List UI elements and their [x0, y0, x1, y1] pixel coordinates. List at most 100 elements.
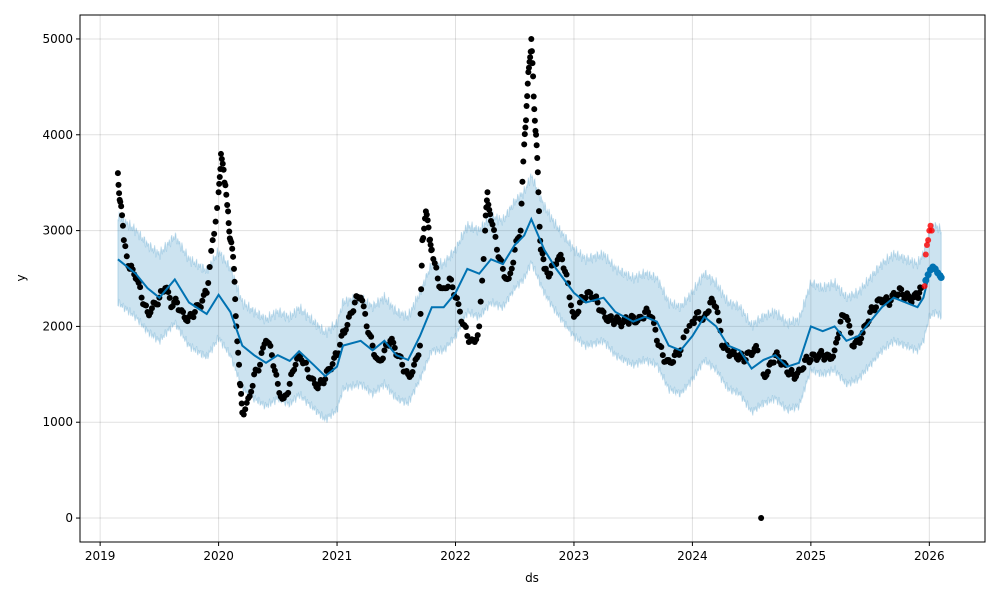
observed-point: [915, 295, 922, 302]
observed-point: [539, 250, 546, 257]
observed-point: [487, 211, 494, 218]
observed-point: [229, 245, 236, 252]
observed-point: [540, 256, 547, 263]
observed-point: [847, 329, 854, 336]
observed-point: [652, 326, 659, 333]
observed-point: [219, 160, 226, 167]
observed-point: [528, 48, 535, 55]
observed-point: [485, 201, 492, 208]
y-axis-ticks: 0 1000 2000 3000 4000 5000: [42, 32, 80, 525]
observed-point: [215, 189, 222, 196]
observed-point: [831, 347, 838, 354]
observed-point: [448, 276, 455, 283]
observed-point: [143, 302, 150, 309]
observed-point: [274, 380, 281, 387]
observed-point: [166, 294, 173, 301]
observed-point: [137, 284, 144, 291]
observed-point: [360, 303, 367, 310]
observed-point: [427, 236, 434, 243]
observed-point: [453, 295, 460, 302]
observed-point: [844, 317, 851, 324]
observed-point: [499, 265, 506, 272]
observed-point: [895, 291, 902, 298]
observed-point: [533, 142, 540, 149]
observed-point: [536, 223, 543, 230]
observed-point: [209, 237, 216, 244]
observed-point: [415, 352, 422, 359]
observed-point: [203, 289, 210, 296]
observed-point: [238, 400, 245, 407]
observed-point: [420, 234, 427, 241]
observed-point: [228, 239, 235, 246]
observed-point: [379, 355, 386, 362]
plot-frame: [79, 14, 986, 543]
observed-point: [735, 356, 742, 363]
observed-point: [174, 299, 181, 306]
observed-point: [530, 93, 537, 100]
test-point: [925, 237, 932, 244]
observed-point: [350, 308, 357, 315]
test-point: [922, 251, 929, 258]
observed-point: [258, 349, 265, 356]
x-tick-label: 2024: [677, 549, 708, 563]
observed-point: [594, 299, 601, 306]
x-tick-label: 2022: [440, 549, 471, 563]
observed-point: [138, 294, 145, 301]
observed-point: [525, 69, 532, 76]
observed-point: [214, 205, 221, 212]
observed-point: [224, 201, 231, 208]
observed-point: [240, 411, 247, 418]
observed-point: [235, 349, 242, 356]
observed-point: [456, 308, 463, 315]
observed-point: [455, 301, 462, 308]
observed-point: [593, 293, 600, 300]
forecast-points: [922, 263, 945, 284]
observed-point: [423, 211, 430, 218]
observed-point: [557, 251, 564, 258]
observed-point: [368, 333, 375, 340]
observed-point: [225, 220, 232, 227]
observed-point: [302, 359, 309, 366]
test-point: [923, 241, 930, 248]
observed-point: [690, 320, 697, 327]
observed-point: [243, 399, 250, 406]
observed-point: [220, 166, 227, 173]
observed-point: [883, 294, 890, 301]
observed-point: [117, 198, 124, 205]
observed-point: [267, 342, 274, 349]
observed-point: [322, 376, 329, 383]
x-tick-label: 2023: [559, 549, 590, 563]
observed-point: [770, 359, 777, 366]
observed-point: [399, 361, 406, 368]
observed-point: [521, 131, 528, 138]
observed-point: [223, 191, 230, 198]
observed-point: [505, 275, 512, 282]
y-tick-label: 3000: [42, 224, 73, 238]
observed-point: [916, 289, 923, 296]
observed-point: [659, 352, 666, 359]
observed-point: [837, 318, 844, 325]
observed-point: [519, 178, 526, 185]
observed-point: [713, 304, 720, 311]
observed-point: [524, 80, 531, 87]
y-tick-label: 2000: [42, 319, 73, 333]
observed-point: [493, 246, 500, 253]
observed-point: [531, 117, 538, 124]
observed-point: [217, 150, 224, 157]
observed-point: [530, 73, 537, 80]
observed-point: [529, 60, 536, 67]
observed-point: [123, 253, 130, 260]
observed-point: [600, 309, 607, 316]
observed-point: [242, 406, 249, 413]
observed-point: [462, 324, 469, 331]
observed-point: [534, 169, 541, 176]
observed-point: [582, 294, 589, 301]
observed-point: [362, 310, 369, 317]
observed-point: [249, 382, 256, 389]
observed-point: [304, 366, 311, 373]
observed-point: [148, 305, 155, 312]
observed-point: [344, 321, 351, 328]
forecast-line: [117, 216, 942, 378]
observed-point: [119, 212, 126, 219]
